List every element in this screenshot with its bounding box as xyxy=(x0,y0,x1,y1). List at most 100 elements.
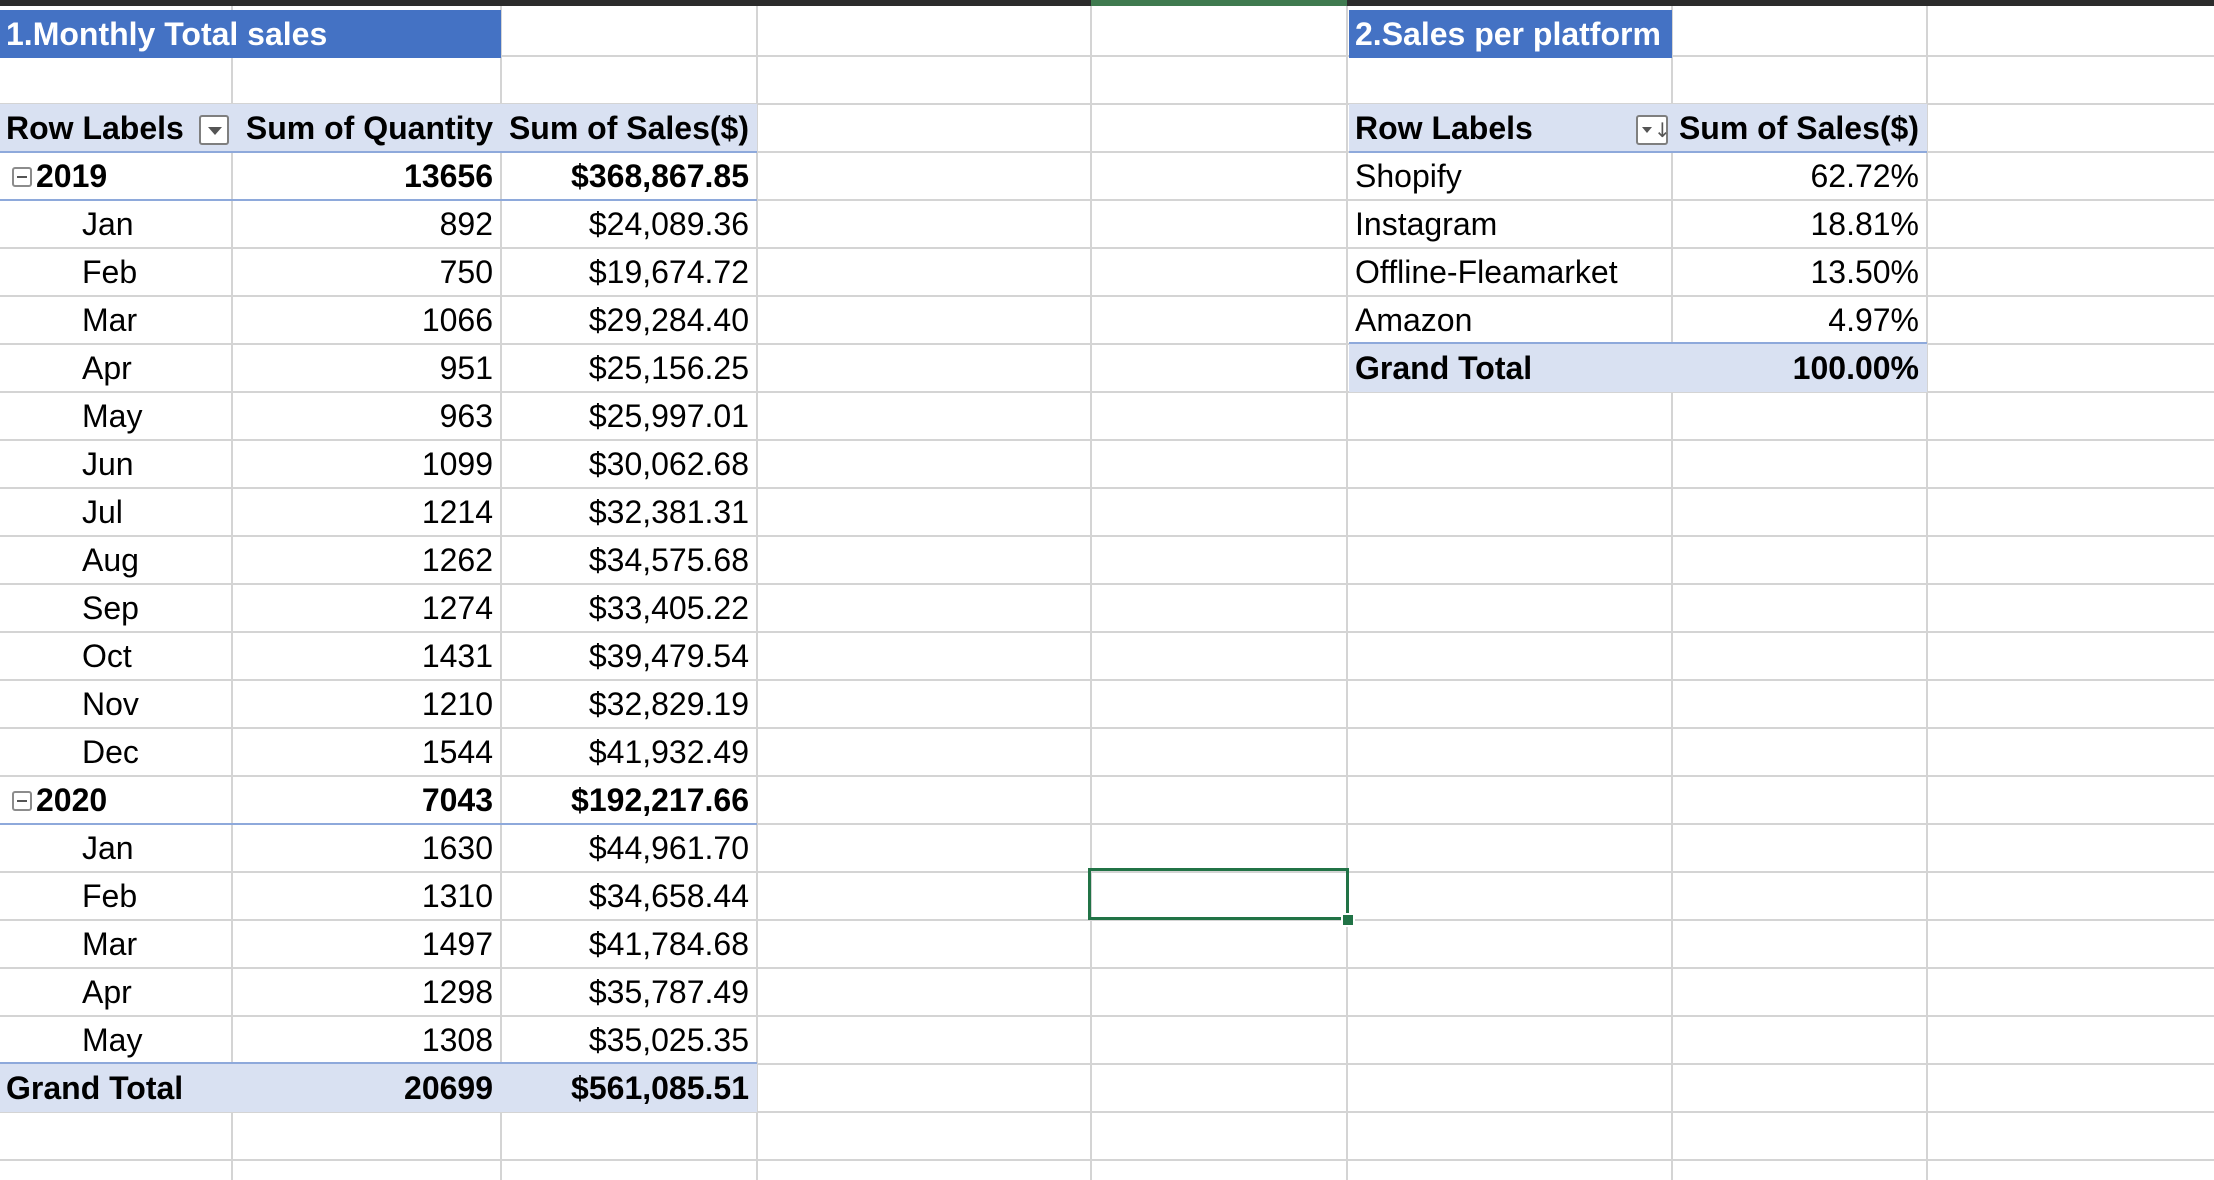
pivot2-row-labels-header[interactable]: Row Labels xyxy=(1355,110,1533,146)
year-2020-quantity[interactable]: 7043 xyxy=(421,782,493,818)
month-quantity[interactable]: 951 xyxy=(439,350,493,386)
month-quantity[interactable]: 1210 xyxy=(421,686,493,722)
year-2019-rule xyxy=(0,199,757,201)
pivot1-grand-total-rule xyxy=(0,1062,757,1064)
month-label[interactable]: Feb xyxy=(82,254,138,290)
year-2019-row-label[interactable]: 2019 xyxy=(0,152,232,200)
month-label[interactable]: Apr xyxy=(82,350,132,386)
row-gridline xyxy=(0,919,2214,921)
month-label[interactable]: May xyxy=(82,1022,143,1058)
collapse-2019-icon[interactable] xyxy=(12,166,32,187)
month-quantity[interactable]: 892 xyxy=(439,206,493,242)
month-sales[interactable]: $25,997.01 xyxy=(588,398,749,434)
pivot2-sales-header[interactable]: Sum of Sales($) xyxy=(1678,110,1919,146)
month-label[interactable]: Jan xyxy=(82,206,134,242)
month-quantity[interactable]: 1298 xyxy=(421,974,493,1010)
column-header-strip xyxy=(0,0,2214,6)
column-gridline xyxy=(756,6,758,1180)
pivot1-grand-total-label[interactable]: Grand Total xyxy=(6,1070,184,1106)
platform-share[interactable]: 18.81% xyxy=(1810,206,1919,242)
month-sales[interactable]: $44,961.70 xyxy=(588,830,749,866)
month-sales[interactable]: $19,674.72 xyxy=(588,254,749,290)
column-gridline xyxy=(1090,6,1092,1180)
platform-share[interactable]: 4.97% xyxy=(1828,302,1919,338)
month-sales[interactable]: $32,829.19 xyxy=(588,686,749,722)
month-label[interactable]: Dec xyxy=(82,734,139,770)
month-sales[interactable]: $41,932.49 xyxy=(588,734,749,770)
pivot2-header-rule xyxy=(1349,151,1927,153)
pivot2-grand-total-label[interactable]: Grand Total xyxy=(1355,350,1533,386)
month-quantity[interactable]: 750 xyxy=(439,254,493,290)
month-sales[interactable]: $25,156.25 xyxy=(588,350,749,386)
month-sales[interactable]: $30,062.68 xyxy=(588,446,749,482)
month-label[interactable]: Jul xyxy=(82,494,123,530)
platform-share[interactable]: 13.50% xyxy=(1810,254,1919,290)
month-sales[interactable]: $32,381.31 xyxy=(588,494,749,530)
pivot2-title[interactable]: 2.Sales per platform xyxy=(1349,10,1672,58)
pivot1-row-labels-header[interactable]: Row Labels xyxy=(6,110,184,146)
month-sales[interactable]: $29,284.40 xyxy=(588,302,749,338)
month-label[interactable]: Sep xyxy=(82,590,139,626)
month-label[interactable]: Nov xyxy=(82,686,139,722)
platform-label[interactable]: Amazon xyxy=(1355,302,1473,338)
platform-share[interactable]: 62.72% xyxy=(1810,158,1919,194)
month-label[interactable]: Aug xyxy=(82,542,139,578)
month-label[interactable]: Feb xyxy=(82,878,138,914)
month-quantity[interactable]: 1630 xyxy=(421,830,493,866)
month-sales[interactable]: $39,479.54 xyxy=(588,638,749,674)
platform-label[interactable]: Instagram xyxy=(1355,206,1498,242)
column-gridline xyxy=(1926,6,1928,1180)
month-quantity[interactable]: 1099 xyxy=(421,446,493,482)
month-quantity[interactable]: 1544 xyxy=(421,734,493,770)
month-quantity[interactable]: 1308 xyxy=(421,1022,493,1058)
platform-label[interactable]: Shopify xyxy=(1355,158,1462,194)
pivot1-sales-header[interactable]: Sum of Sales($) xyxy=(508,110,749,146)
month-sales[interactable]: $34,575.68 xyxy=(588,542,749,578)
year-2020-label: 2020 xyxy=(36,782,108,818)
month-quantity[interactable]: 1214 xyxy=(421,494,493,530)
pivot1-grand-total-bg xyxy=(0,1064,757,1112)
year-2019-quantity[interactable]: 13656 xyxy=(404,158,493,194)
pivot1-grand-total-quantity[interactable]: 20699 xyxy=(404,1070,493,1106)
month-label[interactable]: Jan xyxy=(82,830,134,866)
month-label[interactable]: May xyxy=(82,398,143,434)
row-gridline xyxy=(0,487,2214,489)
month-quantity[interactable]: 1431 xyxy=(421,638,493,674)
fill-handle[interactable] xyxy=(1341,913,1355,927)
year-2020-sales[interactable]: $192,217.66 xyxy=(571,782,749,818)
year-2019-sales[interactable]: $368,867.85 xyxy=(571,158,749,194)
row-labels-filter-dropdown-icon[interactable] xyxy=(199,115,229,145)
sort-descending-filter-icon[interactable]: ↓ xyxy=(1636,115,1671,145)
pivot2-grand-total-share[interactable]: 100.00% xyxy=(1792,350,1919,386)
pivot2-grand-total-bg xyxy=(1349,344,1927,392)
month-quantity[interactable]: 1310 xyxy=(421,878,493,914)
pivot1-title[interactable]: 1.Monthly Total sales xyxy=(0,10,501,58)
selected-cell[interactable] xyxy=(1088,868,1349,920)
year-2020-rule xyxy=(0,823,757,825)
month-sales[interactable]: $34,658.44 xyxy=(588,878,749,914)
row-gridline xyxy=(0,871,2214,873)
year-2020-row-label[interactable]: 2020 xyxy=(0,776,232,824)
month-sales[interactable]: $33,405.22 xyxy=(588,590,749,626)
month-label[interactable]: Mar xyxy=(82,302,138,338)
month-sales[interactable]: $35,025.35 xyxy=(588,1022,749,1058)
month-sales[interactable]: $35,787.49 xyxy=(588,974,749,1010)
month-quantity[interactable]: 1497 xyxy=(421,926,493,962)
platform-label[interactable]: Offline-Fleamarket xyxy=(1355,254,1618,290)
month-label[interactable]: Apr xyxy=(82,974,132,1010)
collapse-2020-icon[interactable] xyxy=(12,790,32,811)
month-label[interactable]: Jun xyxy=(82,446,134,482)
month-label[interactable]: Oct xyxy=(82,638,132,674)
month-sales[interactable]: $41,784.68 xyxy=(588,926,749,962)
row-gridline xyxy=(0,775,2214,777)
month-label[interactable]: Mar xyxy=(82,926,138,962)
year-2019-label: 2019 xyxy=(36,158,108,194)
month-quantity[interactable]: 1274 xyxy=(421,590,493,626)
month-quantity[interactable]: 1262 xyxy=(421,542,493,578)
month-quantity[interactable]: 1066 xyxy=(421,302,493,338)
row-gridline xyxy=(0,1015,2214,1017)
month-quantity[interactable]: 963 xyxy=(439,398,493,434)
month-sales[interactable]: $24,089.36 xyxy=(588,206,749,242)
pivot1-grand-total-sales[interactable]: $561,085.51 xyxy=(571,1070,749,1106)
pivot1-quantity-header[interactable]: Sum of Quantity xyxy=(245,110,493,146)
